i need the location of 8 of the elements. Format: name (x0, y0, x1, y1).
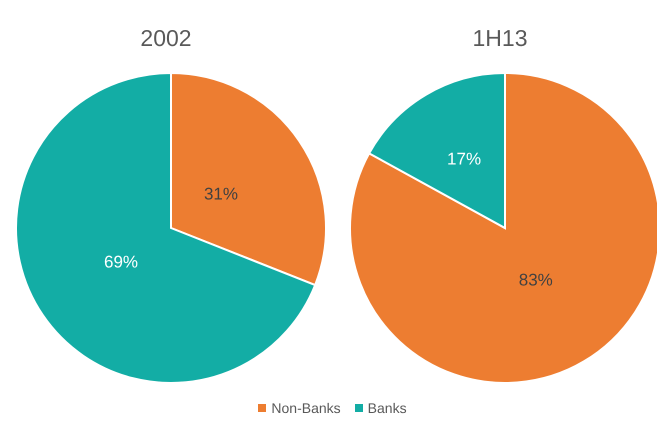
legend-label: Banks (368, 400, 407, 416)
chart-title: 1H13 (472, 24, 528, 53)
data-label: 17% (447, 149, 482, 168)
data-label: 83% (518, 270, 553, 290)
legend-label: Non-Banks (271, 400, 341, 416)
data-label: 69% (104, 252, 138, 272)
data-label: 31% (204, 184, 238, 204)
chart-title: 2002 (139, 24, 193, 53)
